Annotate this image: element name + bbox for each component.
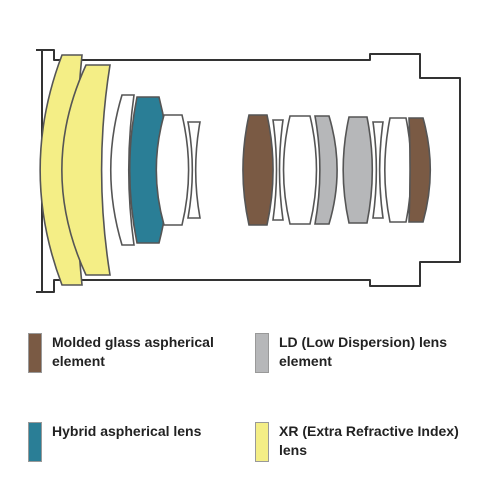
lens-element-13-molded_glass xyxy=(409,118,430,222)
lens-svg xyxy=(0,0,500,330)
lens-element-12-plain xyxy=(385,118,411,222)
lens-diagram-figure: Molded glass aspherical element LD (Low … xyxy=(0,0,500,500)
lens-cross-section-diagram xyxy=(0,0,500,330)
legend-swatch xyxy=(255,333,269,373)
lens-element-8-plain xyxy=(284,116,317,224)
lens-element-9-ld xyxy=(315,116,337,224)
lens-element-4-plain xyxy=(156,115,188,225)
legend-item-xr: XR (Extra Refractive Index) lens xyxy=(255,422,472,493)
legend-item-hybrid: Hybrid aspherical lens xyxy=(28,422,245,493)
legend-item-ld: LD (Low Dispersion) lens element xyxy=(255,333,472,404)
legend: Molded glass aspherical element LD (Low … xyxy=(0,333,500,493)
lens-element-5-plain xyxy=(188,122,200,218)
legend-item-molded-glass: Molded glass aspherical element xyxy=(28,333,245,404)
legend-label: Molded glass aspherical element xyxy=(52,333,245,371)
lens-element-7-plain xyxy=(273,120,283,220)
legend-swatch xyxy=(28,422,42,462)
legend-label: Hybrid aspherical lens xyxy=(52,422,201,441)
lens-element-6-molded_glass xyxy=(243,115,273,225)
legend-swatch xyxy=(28,333,42,373)
lens-element-10-ld xyxy=(343,117,372,223)
legend-swatch xyxy=(255,422,269,462)
legend-label: XR (Extra Refractive Index) lens xyxy=(279,422,472,460)
legend-label: LD (Low Dispersion) lens element xyxy=(279,333,472,371)
lens-element-11-plain xyxy=(373,122,383,218)
